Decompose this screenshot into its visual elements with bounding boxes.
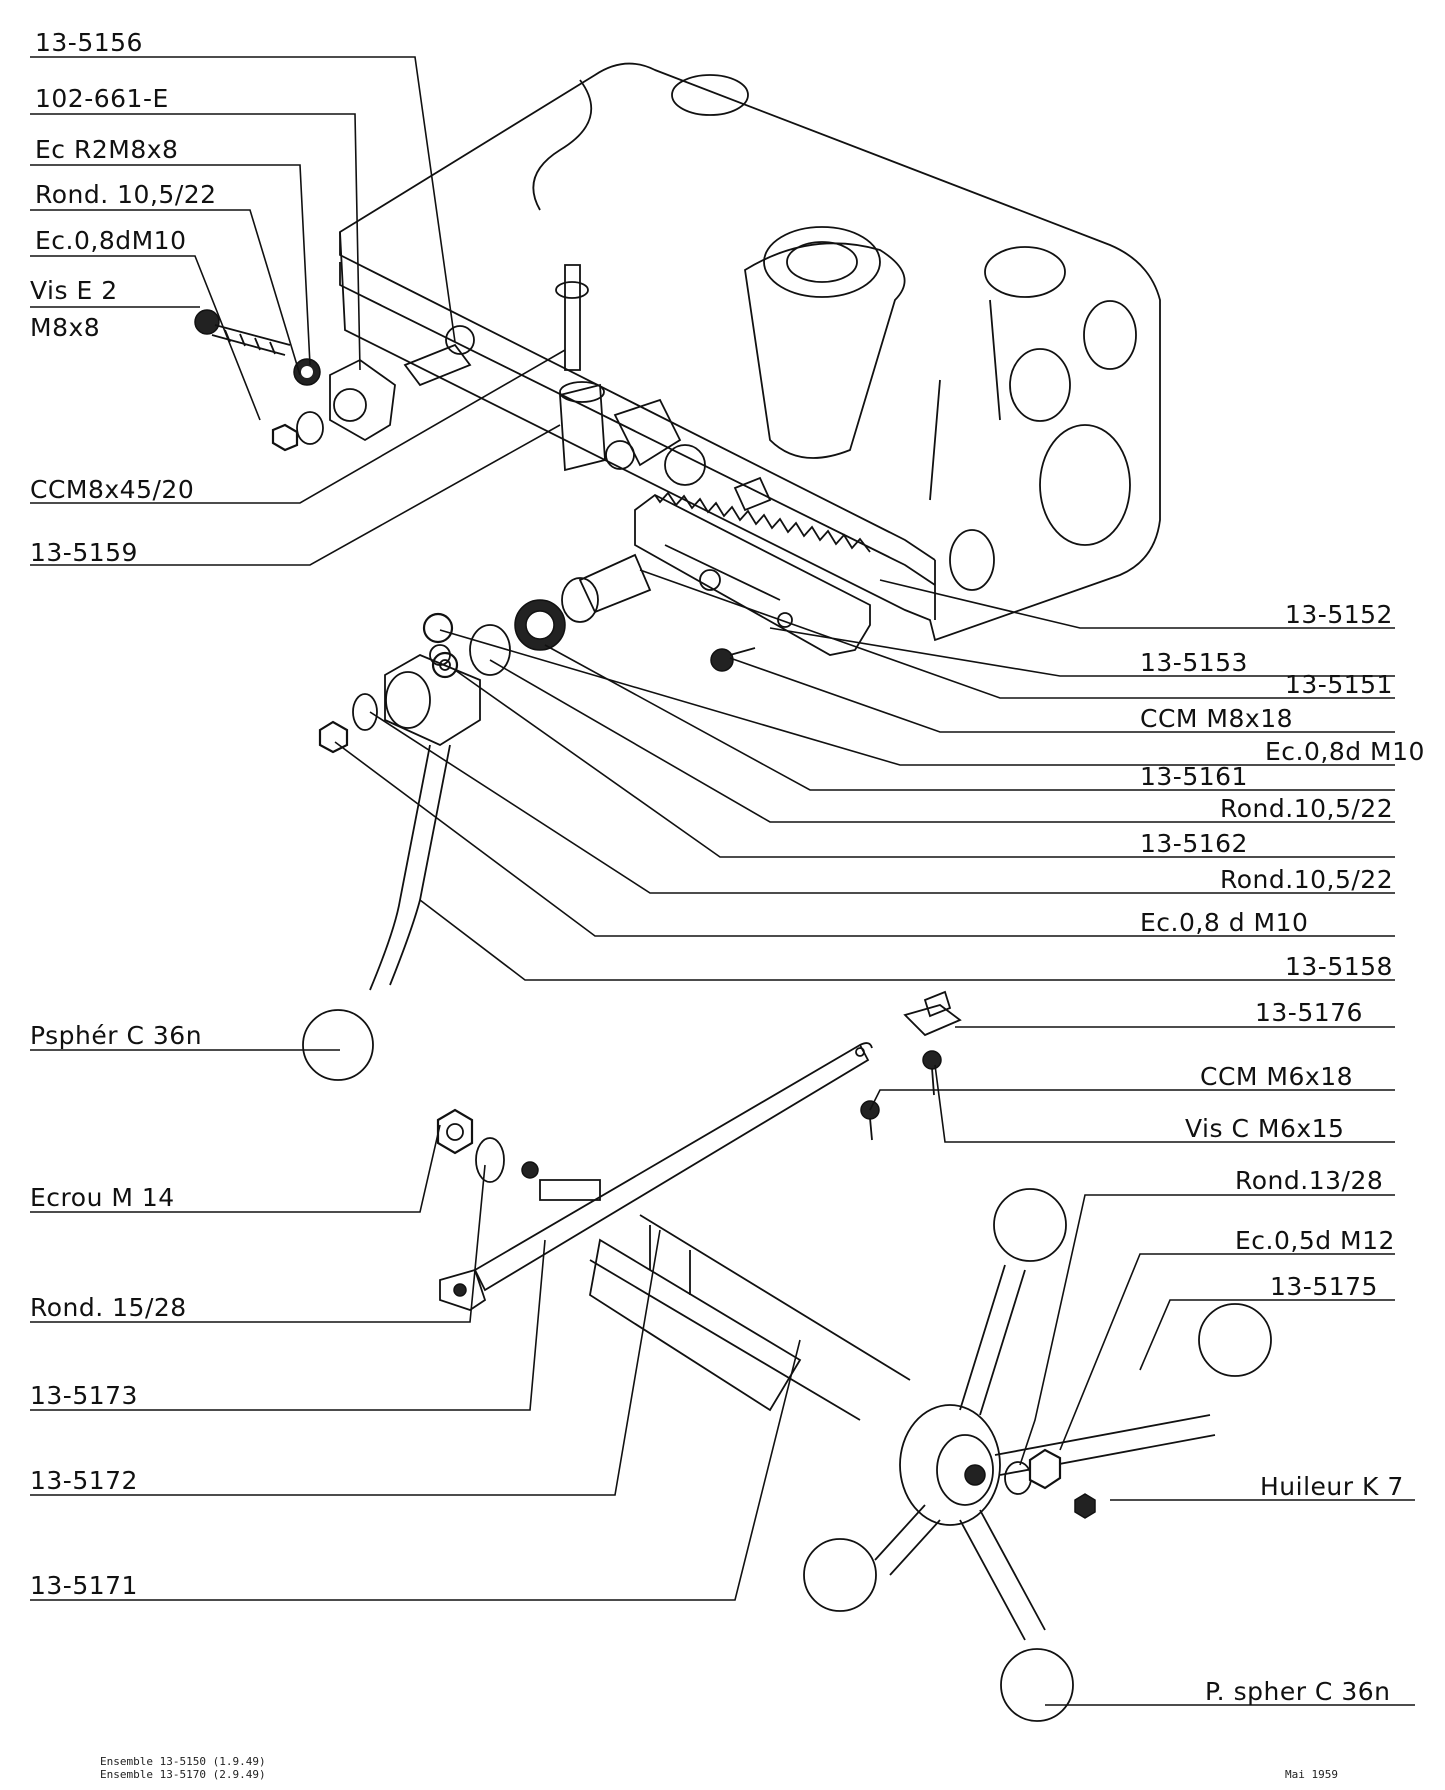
label-13-5161: 13-5161 bbox=[1140, 762, 1248, 791]
label-13-5159: 13-5159 bbox=[30, 538, 138, 567]
label-13-5156: 13-5156 bbox=[35, 28, 143, 57]
label-13-5152: 13-5152 bbox=[1285, 600, 1393, 629]
label-rond-10-5-22-right-1: Rond.10,5/22 bbox=[1220, 794, 1394, 823]
label-13-5151: 13-5151 bbox=[1285, 670, 1393, 699]
label-rond-13-28: Rond.13/28 bbox=[1235, 1166, 1384, 1195]
upper-screw-assembly bbox=[194, 264, 706, 486]
rack-gear-assembly bbox=[422, 476, 871, 679]
label-13-5173: 13-5173 bbox=[30, 1381, 138, 1410]
label-13-5171: 13-5171 bbox=[30, 1571, 138, 1600]
footer-date: Mai 1959 bbox=[1285, 1768, 1338, 1781]
star-handwheel bbox=[803, 1188, 1272, 1722]
lever-assembly bbox=[302, 644, 481, 1081]
label-ec08dm10-right-2: Ec.0,8 d M10 bbox=[1140, 908, 1309, 937]
label-huileur-k7: Huileur K 7 bbox=[1260, 1472, 1404, 1501]
label-13-5176: 13-5176 bbox=[1255, 998, 1363, 1027]
label-ec08dm10-right-1: Ec.0,8d M10 bbox=[1265, 737, 1425, 766]
machine-casting bbox=[339, 62, 1161, 642]
label-ecr2m8x8: Ec R2M8x8 bbox=[35, 135, 179, 164]
label-13-5162: 13-5162 bbox=[1140, 829, 1248, 858]
label-rond-10-5-22: Rond. 10,5/22 bbox=[35, 180, 217, 209]
label-ccm-m8x18: CCM M8x18 bbox=[1140, 704, 1294, 733]
label-ecrou-m14: Ecrou M 14 bbox=[30, 1183, 175, 1212]
label-rond-15-28: Rond. 15/28 bbox=[30, 1293, 187, 1322]
label-102-661-e: 102-661-E bbox=[35, 84, 169, 113]
label-pspher-c36n-upper: Psphér C 36n bbox=[30, 1021, 203, 1050]
label-13-5172: 13-5172 bbox=[30, 1466, 138, 1495]
label-m8x8: M8x8 bbox=[30, 313, 101, 342]
label-ccm8x45-20: CCM8x45/20 bbox=[30, 475, 195, 504]
label-vis-c-m6x15: Vis C M6x15 bbox=[1185, 1114, 1345, 1143]
footer-ensemble-1: Ensemble 13-5150 (1.9.49) bbox=[100, 1755, 266, 1768]
label-ec08dm10: Ec.0,8dM10 bbox=[35, 226, 187, 255]
label-pspher-c36n-lower: P. spher C 36n bbox=[1205, 1677, 1391, 1706]
footer-ensemble-2: Ensemble 13-5170 (2.9.49) bbox=[100, 1768, 266, 1781]
label-ccm-m6x18: CCM M6x18 bbox=[1200, 1062, 1354, 1091]
lower-shaft-assembly bbox=[436, 990, 962, 1421]
label-vis-e2: Vis E 2 bbox=[30, 276, 118, 305]
label-13-5158: 13-5158 bbox=[1285, 952, 1393, 981]
label-ec05dm12: Ec.0,5d M12 bbox=[1235, 1226, 1395, 1255]
label-rond-10-5-22-right-2: Rond.10,5/22 bbox=[1220, 865, 1394, 894]
leader-lines bbox=[30, 56, 1415, 1706]
label-13-5175: 13-5175 bbox=[1270, 1272, 1378, 1301]
label-13-5153: 13-5153 bbox=[1140, 648, 1248, 677]
